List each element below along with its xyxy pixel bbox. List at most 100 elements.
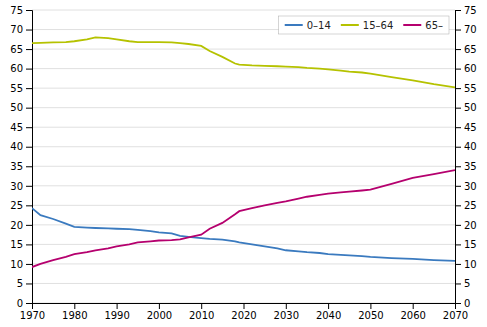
- tick-mark: [26, 166, 32, 167]
- grid-line: [32, 166, 455, 167]
- tick-mark: [455, 225, 461, 226]
- tick-mark: [26, 225, 32, 226]
- tick-mark: [26, 186, 32, 187]
- tick-mark: [26, 49, 32, 50]
- grid: [32, 10, 455, 303]
- tick-label: 40: [10, 141, 23, 152]
- tick: 2010: [189, 303, 214, 321]
- tick: 45: [455, 122, 477, 133]
- y-axis: 051015202530354045505560657075: [10, 5, 32, 309]
- tick-label: 5: [464, 278, 470, 289]
- tick-label: 20: [10, 220, 23, 231]
- tick: 65: [455, 44, 477, 55]
- tick-label: 1970: [20, 310, 45, 321]
- tick: 25: [455, 200, 477, 211]
- tick-mark: [455, 108, 461, 109]
- tick-label: 10: [464, 259, 477, 270]
- tick: 2040: [316, 303, 341, 321]
- legend-swatch: [403, 24, 421, 26]
- grid-line: [32, 88, 455, 89]
- tick-mark: [26, 264, 32, 265]
- tick-label: 25: [10, 200, 23, 211]
- tick-label: 35: [10, 161, 23, 172]
- tick-mark: [413, 303, 414, 309]
- tick: 2000: [147, 303, 172, 321]
- tick-label: 45: [464, 122, 477, 133]
- tick: 0: [455, 298, 470, 309]
- tick: 75: [10, 5, 32, 16]
- tick-mark: [26, 108, 32, 109]
- tick: 60: [455, 63, 477, 74]
- legend: 0–14 15–64 65–: [279, 16, 449, 34]
- grid-line: [32, 185, 455, 186]
- legend-item: 65–: [403, 20, 443, 31]
- tick-label: 25: [464, 200, 477, 211]
- tick-mark: [26, 147, 32, 148]
- tick-label: 55: [464, 83, 477, 94]
- tick-label: 60: [464, 63, 477, 74]
- tick-mark: [455, 69, 461, 70]
- tick: 40: [455, 141, 477, 152]
- grid-line: [32, 10, 455, 11]
- grid-line: [32, 205, 455, 206]
- tick-mark: [26, 127, 32, 128]
- tick-mark: [455, 147, 461, 148]
- tick-mark: [286, 303, 287, 309]
- tick-label: 1980: [62, 310, 87, 321]
- tick: 10: [10, 259, 32, 270]
- lines: [32, 37, 455, 267]
- tick-mark: [455, 88, 461, 89]
- tick: 5: [455, 278, 470, 289]
- legend-label: 15–64: [363, 20, 393, 31]
- tick: 65: [10, 44, 32, 55]
- tick-label: 70: [10, 24, 23, 35]
- tick-label: 50: [464, 102, 477, 113]
- grid-line: [32, 49, 455, 50]
- tick-mark: [455, 303, 461, 304]
- tick-label: 0: [17, 298, 23, 309]
- tick-mark: [455, 49, 461, 50]
- tick: 70: [10, 24, 32, 35]
- tick-label: 55: [10, 83, 23, 94]
- tick-mark: [370, 303, 371, 309]
- tick-label: 1990: [104, 310, 129, 321]
- tick-mark: [328, 303, 329, 309]
- legend-item: 15–64: [341, 20, 393, 31]
- tick: 2020: [231, 303, 256, 321]
- tick-mark: [117, 303, 118, 309]
- grid-line: [32, 146, 455, 147]
- tick: 55: [455, 83, 477, 94]
- tick-label: 15: [464, 239, 477, 250]
- tick-mark: [26, 205, 32, 206]
- tick-mark: [26, 69, 32, 70]
- grid-line: [32, 263, 455, 264]
- legend-label: 0–14: [307, 20, 331, 31]
- tick-label: 2010: [189, 310, 214, 321]
- tick: 55: [10, 83, 32, 94]
- tick-label: 30: [464, 181, 477, 192]
- axis-line: [33, 304, 456, 310]
- tick: 25: [10, 200, 32, 211]
- tick-label: 2040: [316, 310, 341, 321]
- tick-label: 60: [10, 63, 23, 74]
- tick: 30: [10, 181, 32, 192]
- grid-line: [32, 224, 455, 225]
- tick: 75: [455, 5, 477, 16]
- tick-mark: [455, 166, 461, 167]
- tick-mark: [455, 264, 461, 265]
- tick-mark: [26, 303, 32, 304]
- tick: 1980: [62, 303, 87, 321]
- tick: 15: [455, 239, 477, 250]
- tick: 40: [10, 141, 32, 152]
- tick: 5: [17, 278, 32, 289]
- y2-axis: 051015202530354045505560657075: [455, 5, 477, 309]
- series-line: [32, 170, 455, 267]
- tick-label: 75: [464, 5, 477, 16]
- legend-swatch: [285, 24, 303, 26]
- tick-label: 2030: [274, 310, 299, 321]
- tick-label: 2050: [358, 310, 383, 321]
- tick: 45: [10, 122, 32, 133]
- tick: 50: [455, 102, 477, 113]
- legend-label: 65–: [425, 20, 443, 31]
- tick-mark: [26, 283, 32, 284]
